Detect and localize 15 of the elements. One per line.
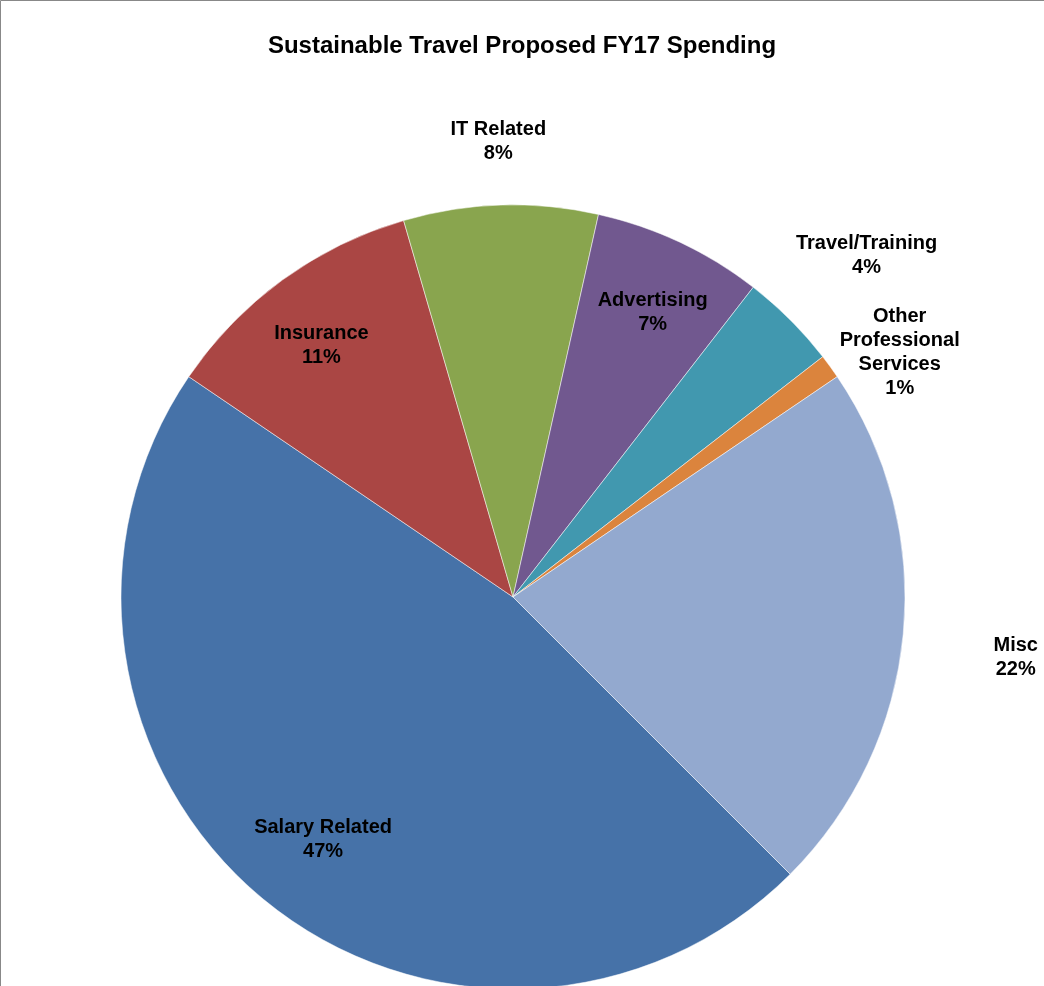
data-label: 47%: [303, 838, 344, 861]
slice-label: Advertising: [597, 288, 708, 311]
chart-title: Sustainable Travel Proposed FY17 Spending: [267, 31, 777, 58]
slice-label: Insurance: [274, 321, 369, 344]
slice-label: Other Professional Services: [839, 304, 960, 375]
data-label: 1%: [885, 376, 915, 399]
data-label: 7%: [638, 312, 668, 335]
slice-label: Travel/Training: [795, 231, 938, 254]
data-label: 11%: [301, 345, 342, 368]
slice-label: Misc: [993, 632, 1038, 655]
data-label: 22%: [995, 656, 1036, 679]
data-label: 4%: [852, 255, 882, 278]
slice-label: Salary Related: [254, 814, 392, 837]
slice-label: IT Related: [450, 117, 547, 140]
data-label: 8%: [483, 141, 513, 164]
